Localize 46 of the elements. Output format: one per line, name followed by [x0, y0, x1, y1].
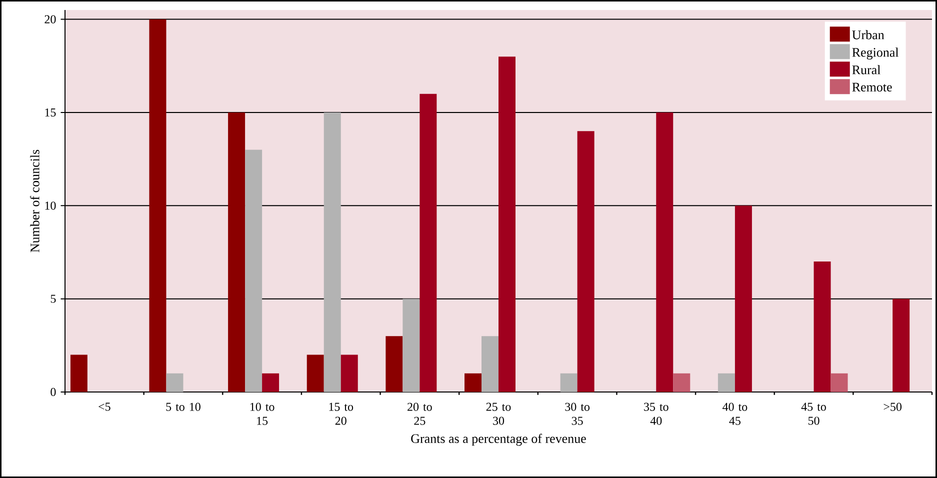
bar — [718, 373, 735, 392]
legend-label: Regional — [852, 48, 899, 60]
bar — [340, 354, 358, 392]
bar — [262, 373, 280, 392]
legend-label: Remote — [852, 82, 892, 92]
x-tick-label: 45 to 50 — [801, 402, 826, 425]
bar — [70, 354, 88, 392]
x-tick-label: 40 to 45 — [722, 402, 748, 425]
bar — [673, 373, 690, 392]
bar — [656, 112, 674, 392]
bar — [420, 94, 437, 392]
x-tick-label: >50 — [884, 402, 902, 411]
bar — [464, 373, 482, 392]
x-tick-label: 10 to 15 — [250, 402, 274, 425]
bar — [402, 298, 420, 392]
y-tick-label: 20 — [44, 15, 56, 24]
x-tick-label: 25 to 30 — [486, 402, 511, 425]
bar — [386, 336, 403, 392]
bar — [830, 373, 848, 392]
bar — [560, 373, 578, 392]
y-axis-title: Number of councils — [30, 150, 40, 252]
bar — [245, 150, 262, 392]
x-tick-label: 15 to 20 — [329, 402, 354, 425]
x-axis-title: Grants as a percentage of revenue — [411, 434, 586, 446]
y-tick-label: 0 — [50, 388, 56, 396]
bar — [324, 112, 341, 392]
y-tick-label: 15 — [45, 108, 56, 116]
y-tick-label: 5 — [50, 294, 56, 303]
bar — [892, 298, 910, 392]
bar — [482, 336, 499, 392]
bar — [228, 112, 246, 392]
bar — [577, 131, 594, 392]
bar — [166, 373, 184, 392]
x-tick-label: 5 to 10 — [166, 402, 200, 411]
x-tick-label: 35 to 40 — [644, 402, 668, 425]
x-tick-label: 20 to 25 — [408, 402, 432, 425]
bar — [306, 354, 324, 392]
bar — [149, 19, 166, 392]
legend-label: Urban — [852, 30, 884, 40]
x-tick-label: 30 to 35 — [565, 402, 590, 425]
legend-label: Rural — [852, 65, 880, 74]
bar — [498, 56, 516, 392]
bar — [814, 262, 831, 392]
y-tick-label: 10 — [45, 202, 56, 210]
x-tick-label: <5 — [98, 402, 110, 411]
bar — [734, 206, 752, 392]
